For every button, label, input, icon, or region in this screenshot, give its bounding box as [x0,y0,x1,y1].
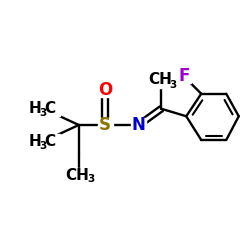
Text: F: F [178,67,190,85]
Text: H: H [28,101,41,116]
Text: C: C [44,101,56,116]
Bar [28,101,60,116]
Bar [98,118,112,132]
Text: CH: CH [148,72,172,88]
Text: O: O [98,81,112,99]
Bar [98,83,112,97]
Bar [68,168,95,182]
Bar [151,72,176,88]
Bar [28,134,60,149]
Text: 3: 3 [39,141,46,151]
Text: C: C [44,134,56,149]
Bar [131,118,146,132]
Text: 3: 3 [170,80,177,90]
Text: CH: CH [66,168,90,182]
Bar [177,69,191,83]
Text: 3: 3 [87,174,94,184]
Text: S: S [99,116,111,134]
Text: 3: 3 [39,108,46,118]
Text: N: N [132,116,146,134]
Text: H: H [28,134,41,149]
